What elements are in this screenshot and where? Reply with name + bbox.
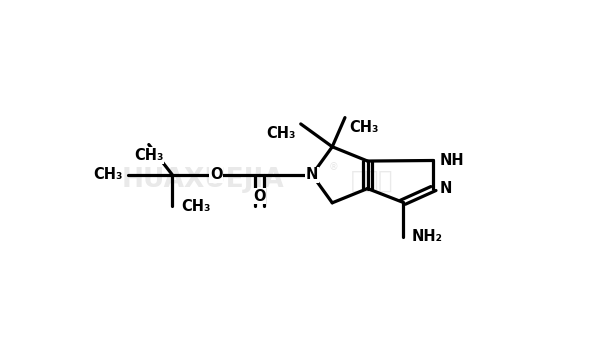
Text: N: N — [306, 167, 318, 182]
Text: 化学加: 化学加 — [351, 168, 393, 192]
Text: N: N — [439, 181, 452, 196]
Text: CH₃: CH₃ — [350, 120, 379, 135]
Text: O: O — [253, 188, 266, 203]
Text: CH₃: CH₃ — [134, 148, 163, 163]
Text: ®: ® — [329, 162, 339, 172]
Text: HUAXUEJIA: HUAXUEJIA — [121, 167, 284, 193]
Text: NH₂: NH₂ — [412, 229, 443, 244]
Text: NH: NH — [439, 153, 464, 168]
Text: CH₃: CH₃ — [266, 126, 296, 141]
Text: CH₃: CH₃ — [93, 167, 123, 182]
Text: O: O — [210, 167, 222, 182]
Text: CH₃: CH₃ — [181, 199, 210, 214]
